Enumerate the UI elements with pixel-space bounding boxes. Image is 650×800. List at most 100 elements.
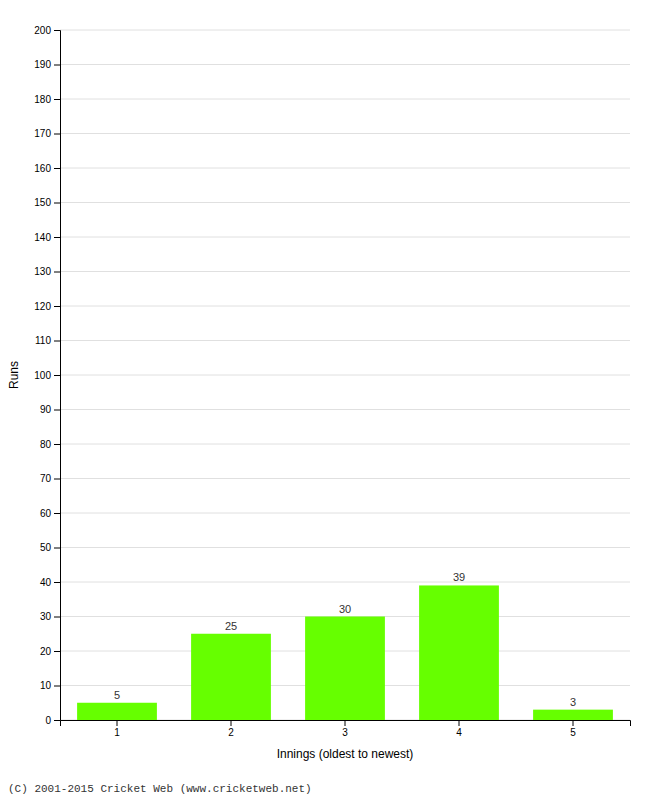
grid-line xyxy=(60,202,630,203)
tick: 140 xyxy=(34,232,60,243)
tick-label: 140 xyxy=(34,232,51,243)
tick-label: 110 xyxy=(35,335,51,346)
data-label: 39 xyxy=(453,571,465,583)
bar xyxy=(77,703,157,720)
bar xyxy=(419,585,499,720)
tick-mark xyxy=(54,203,60,204)
data-label: 3 xyxy=(570,696,576,708)
tick-label: 4 xyxy=(456,727,462,738)
tick: 0 xyxy=(45,715,60,726)
tick-mark xyxy=(54,30,60,31)
tick: 200 xyxy=(34,25,60,36)
grid xyxy=(60,30,630,720)
tick-mark xyxy=(54,306,60,307)
tick-label: 0 xyxy=(45,715,51,726)
tick-label: 70 xyxy=(40,473,52,484)
grid-line xyxy=(60,30,630,31)
bar xyxy=(191,634,271,720)
data-label: 5 xyxy=(114,689,120,701)
tick: 100 xyxy=(34,370,60,381)
grid-line xyxy=(60,99,630,100)
tick-label: 150 xyxy=(34,197,51,208)
tick: 1 xyxy=(114,720,120,738)
tick-mark xyxy=(54,375,60,376)
tick-label: 100 xyxy=(34,370,51,381)
tick: 90 xyxy=(40,404,60,415)
tick-label: 80 xyxy=(40,439,52,450)
grid-line xyxy=(60,478,630,479)
grid-line xyxy=(60,133,630,134)
bar xyxy=(533,710,613,720)
data-label: 30 xyxy=(339,603,351,615)
tick-label: 160 xyxy=(34,163,51,174)
tick: 40 xyxy=(40,577,60,588)
tick-mark xyxy=(54,410,60,411)
tick-mark xyxy=(54,99,60,100)
tick-label: 10 xyxy=(40,680,52,691)
tick-label: 20 xyxy=(40,646,52,657)
grid-line xyxy=(60,547,630,548)
axis-line xyxy=(61,721,631,727)
y-axis: 0 10 20 30 40 50 60 70 80 90 100 110 120 130 140 150 160… xyxy=(34,25,60,726)
tick-mark xyxy=(54,651,60,652)
tick-label: 30 xyxy=(40,611,52,622)
tick: 130 xyxy=(34,266,60,277)
bar xyxy=(305,617,385,721)
tick-label: 180 xyxy=(34,94,51,105)
tick: 3 xyxy=(342,720,348,738)
grid-line xyxy=(60,409,630,410)
bars xyxy=(77,585,613,720)
grid-line xyxy=(60,444,630,445)
tick-mark xyxy=(54,272,60,273)
tick-mark xyxy=(54,548,60,549)
tick-mark xyxy=(573,720,574,726)
tick-mark xyxy=(54,513,60,514)
tick-mark xyxy=(54,617,60,618)
tick: 70 xyxy=(40,473,60,484)
tick-label: 170 xyxy=(34,128,51,139)
grid-line xyxy=(60,271,630,272)
footer: (C) 2001-2015 Cricket Web (www.cricketwe… xyxy=(8,783,312,795)
grid-line xyxy=(60,306,630,307)
tick-label: 90 xyxy=(40,404,52,415)
tick-label: 3 xyxy=(342,727,348,738)
tick: 120 xyxy=(34,301,60,312)
grid-line xyxy=(60,168,630,169)
tick: 30 xyxy=(40,611,60,622)
tick-label: 5 xyxy=(570,727,576,738)
y-axis-title: Runs xyxy=(7,361,21,389)
tick-mark xyxy=(54,65,60,66)
tick-label: 50 xyxy=(40,542,52,553)
tick-label: 40 xyxy=(40,577,52,588)
tick: 150 xyxy=(34,197,60,208)
grid-line xyxy=(60,582,630,583)
tick-label: 1 xyxy=(114,727,120,738)
tick: 190 xyxy=(34,59,60,70)
tick-mark xyxy=(54,168,60,169)
tick-label: 2 xyxy=(228,727,234,738)
axis-line xyxy=(54,31,61,721)
tick-mark xyxy=(54,341,60,342)
tick-label: 130 xyxy=(34,266,51,277)
tick: 10 xyxy=(40,680,60,691)
chart-svg: 5253039312345010203040506070809010011012… xyxy=(0,0,650,800)
tick-mark xyxy=(54,720,60,721)
grid-line xyxy=(60,513,630,514)
tick-mark xyxy=(54,444,60,445)
grid-line xyxy=(60,64,630,65)
grid-line xyxy=(60,340,630,341)
tick: 110 xyxy=(35,335,60,346)
x-axis: 1 2 3 4 5 xyxy=(61,720,631,738)
tick-mark xyxy=(231,720,232,726)
tick: 80 xyxy=(40,439,60,450)
tick-mark xyxy=(54,134,60,135)
chart-container: 5253039312345010203040506070809010011012… xyxy=(0,0,650,800)
tick: 180 xyxy=(34,94,60,105)
tick-mark xyxy=(117,720,118,726)
plot-area: 5253039312345010203040506070809010011012… xyxy=(7,25,631,761)
tick: 60 xyxy=(40,508,60,519)
tick-mark xyxy=(54,686,60,687)
tick: 2 xyxy=(228,720,234,738)
tick: 5 xyxy=(570,720,576,738)
tick-mark xyxy=(54,582,60,583)
